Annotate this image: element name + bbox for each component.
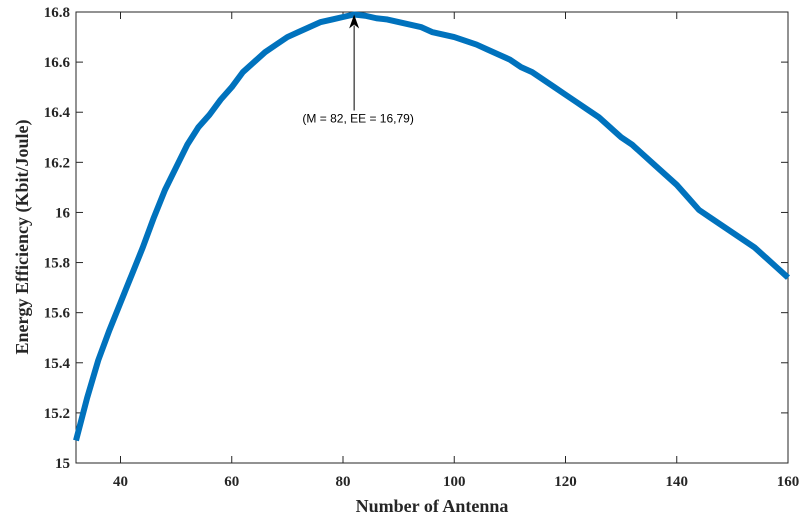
annotation-label: (M = 82, EE = 16,79) [302,112,413,126]
y-axis-ticks: 15 15.2 15.4 15.6 15.8 16 16.2 16.4 16.6 16.8 [44,5,788,472]
x-tick-label: 100 [443,474,466,490]
series-layer [73,11,791,442]
annotation-layer: (M = 82, EE = 16,79) [302,14,414,126]
x-tick-label: 60 [224,474,239,490]
x-tick-label: 160 [777,474,800,490]
series-line-0 [73,11,791,442]
y-tick-label: 16.8 [44,5,70,21]
plot-area [76,12,788,463]
y-tick-label: 16 [55,205,71,221]
y-axis-label: Energy Efficiency (Kbit/Joule) [12,120,33,355]
plot-frame [75,11,789,464]
x-tick-label: 80 [336,474,351,490]
x-axis-label: Number of Antenna [356,496,509,516]
y-tick-label: 16.2 [44,155,70,171]
y-tick-label: 15.6 [44,306,71,322]
y-tick-label: 15 [55,456,70,472]
annotation-arrow-head [349,14,360,29]
y-tick-label: 16.4 [44,105,71,121]
x-tick-label: 40 [113,474,128,490]
y-tick-label: 15.2 [44,406,70,422]
x-tick-label: 120 [554,474,577,490]
y-tick-label: 15.8 [44,256,70,272]
x-tick-label: 140 [666,474,689,490]
y-tick-label: 16.6 [44,55,71,71]
y-tick-label: 15.4 [44,356,71,372]
